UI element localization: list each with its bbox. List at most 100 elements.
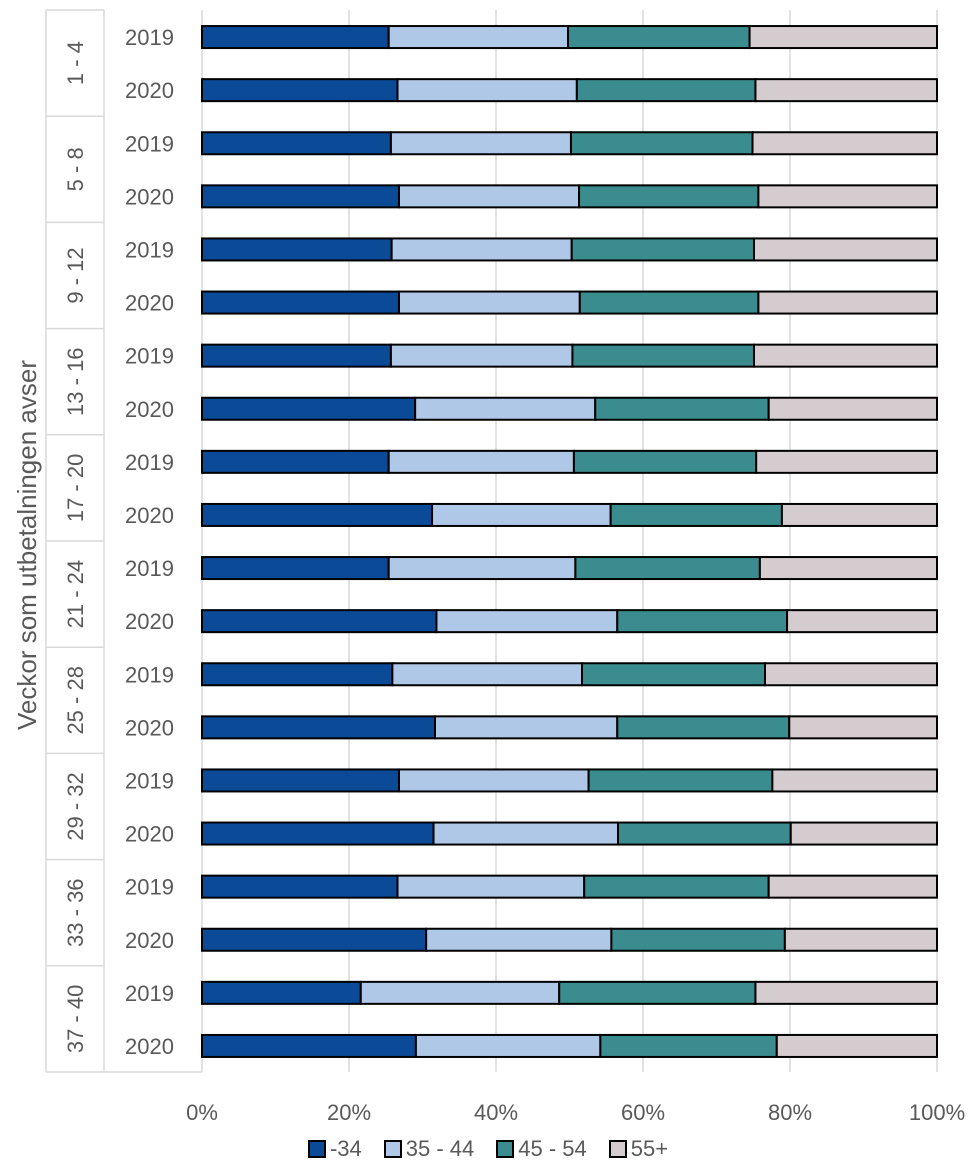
legend-swatch	[496, 1140, 515, 1158]
group-label: 25 - 28	[63, 666, 88, 735]
year-label: 2019	[125, 875, 174, 900]
bar-segment	[390, 237, 573, 262]
bar-segment	[201, 502, 434, 527]
legend-label: 35 - 44	[405, 1136, 475, 1161]
x-tick-label: 40%	[474, 1100, 518, 1125]
category-labels: 1 - 4 2019 2020 5 - 8 2019 2020 9 - 12 2019 2020…	[63, 25, 174, 1059]
bar-segment	[201, 290, 400, 315]
legend-item: 35 - 44	[383, 1136, 475, 1162]
bar-segment	[587, 768, 774, 793]
legend-item: 45 - 54	[496, 1136, 587, 1162]
group-label: 9 - 12	[63, 247, 88, 303]
bar-segment	[783, 927, 938, 952]
legend-label: -34	[329, 1136, 362, 1161]
year-label: 2020	[125, 1034, 174, 1059]
bar-segment	[572, 449, 758, 474]
bar-segment	[757, 290, 939, 315]
bar-segment	[201, 662, 394, 687]
bar-segment	[767, 874, 938, 899]
bar-segment	[752, 237, 938, 262]
bar-segment	[397, 184, 581, 209]
bar-segment	[575, 78, 757, 103]
legend-label: 55+	[630, 1136, 669, 1161]
year-label: 2020	[125, 822, 174, 847]
bar-segment	[201, 715, 436, 740]
bar-segment	[771, 768, 938, 793]
legend-item: -34	[307, 1136, 362, 1162]
bar-segment	[570, 237, 755, 262]
group-label: 21 - 24	[63, 560, 88, 629]
bar-segment	[201, 78, 399, 103]
bar-segment	[571, 343, 755, 368]
bar-segment	[201, 609, 438, 634]
bar-segment	[616, 715, 791, 740]
legend-swatch	[608, 1140, 627, 1158]
group-label: 29 - 32	[63, 772, 88, 841]
bar-segment	[757, 184, 939, 209]
bar-segment	[569, 131, 754, 156]
bar-segment	[201, 1033, 417, 1058]
bar-segment	[578, 184, 760, 209]
bar-segment	[788, 715, 939, 740]
group-label: 13 - 16	[63, 347, 88, 416]
bar-segment	[789, 821, 938, 846]
bar-segment	[599, 1033, 778, 1058]
x-tick-label: 80%	[768, 1100, 812, 1125]
bar-segment	[748, 25, 939, 50]
bar-segment	[387, 25, 570, 50]
legend: -34 35 - 44 45 - 54 55+	[0, 1136, 976, 1162]
year-label: 2019	[125, 450, 174, 475]
x-tick-label: 20%	[327, 1100, 371, 1125]
year-label: 2019	[125, 556, 174, 581]
group-label: 1 - 4	[63, 41, 88, 85]
bar-segment	[755, 449, 938, 474]
bar-segment	[758, 556, 938, 581]
bar-segment	[389, 343, 574, 368]
bar-segment	[201, 237, 393, 262]
bar-segment	[567, 25, 751, 50]
bar-segment	[764, 662, 939, 687]
x-tick-label: 100%	[909, 1100, 965, 1125]
bar-segment	[201, 874, 399, 899]
year-label: 2020	[125, 397, 174, 422]
year-label: 2020	[125, 928, 174, 953]
bar-segment	[767, 396, 938, 421]
bar-segment	[201, 396, 417, 421]
legend-swatch	[383, 1140, 402, 1158]
bar-segment	[201, 184, 400, 209]
year-label: 2020	[125, 715, 174, 740]
year-label: 2019	[125, 344, 174, 369]
bar-segment	[432, 821, 620, 846]
group-label: 17 - 20	[63, 454, 88, 523]
bar-segment	[201, 131, 392, 156]
x-tick-label: 0%	[186, 1100, 218, 1125]
bar-segment	[578, 290, 760, 315]
bars	[201, 25, 939, 1058]
bar-segment	[754, 78, 939, 103]
bar-segment	[201, 980, 362, 1005]
bar-segment	[359, 980, 561, 1005]
year-label: 2020	[125, 78, 174, 103]
bar-segment	[397, 768, 590, 793]
bar-segment	[574, 556, 761, 581]
year-label: 2020	[125, 291, 174, 316]
bar-segment	[201, 821, 435, 846]
year-label: 2019	[125, 981, 174, 1006]
bar-segment	[433, 715, 619, 740]
gridlines	[201, 10, 938, 1072]
bar-segment	[609, 502, 783, 527]
bar-segment	[389, 131, 572, 156]
bar-segment	[610, 927, 786, 952]
bar-segment	[617, 821, 792, 846]
year-label: 2019	[125, 768, 174, 793]
year-label: 2019	[125, 237, 174, 262]
year-label: 2019	[125, 25, 174, 50]
bar-segment	[580, 662, 767, 687]
x-tick-label: 60%	[621, 1100, 665, 1125]
year-label: 2019	[125, 131, 174, 156]
year-label: 2019	[125, 662, 174, 687]
bar-segment	[396, 874, 586, 899]
bar-segment	[201, 556, 390, 581]
year-label: 2020	[125, 609, 174, 634]
